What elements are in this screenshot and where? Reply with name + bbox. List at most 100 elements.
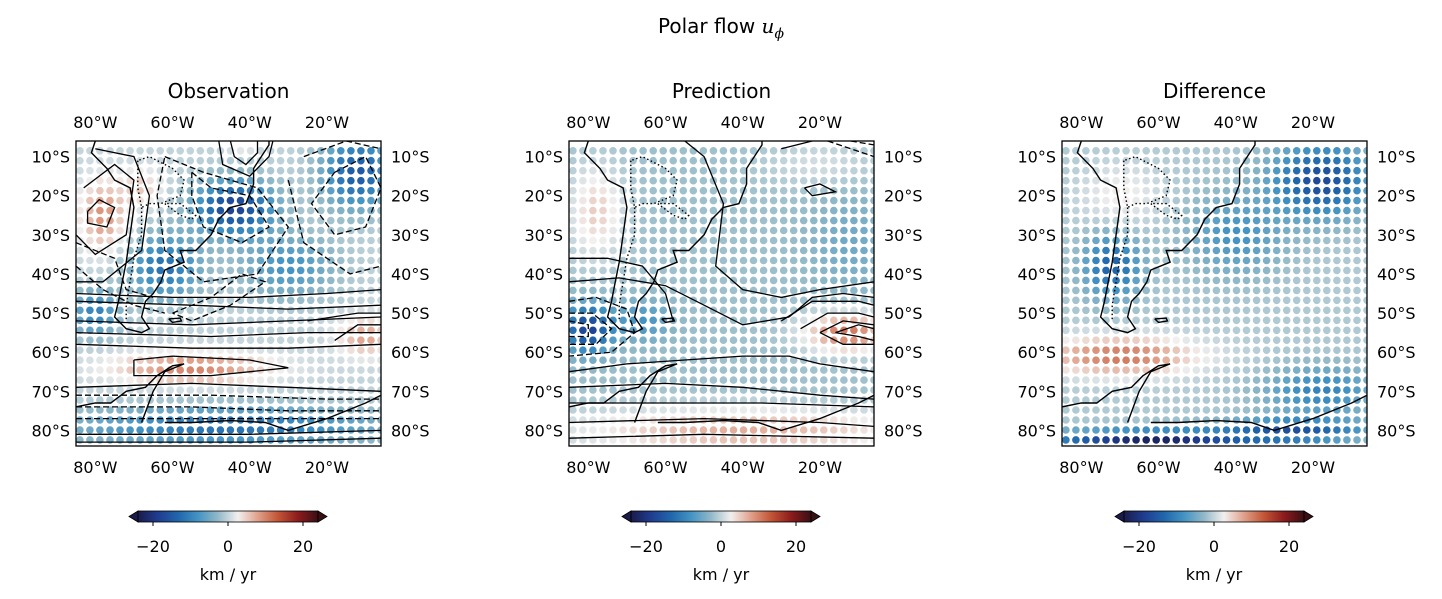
- data-point: [226, 406, 235, 414]
- data-point: [1202, 147, 1211, 155]
- data-point: [1242, 366, 1251, 374]
- contour-line: [569, 433, 874, 439]
- data-point: [1132, 336, 1140, 345]
- y-tick-label: 70°S: [1377, 382, 1416, 401]
- data-point: [1262, 196, 1271, 205]
- data-point: [337, 356, 345, 365]
- data-point: [1142, 436, 1150, 444]
- data-point: [306, 406, 315, 414]
- data-point: [649, 206, 657, 215]
- data-point: [86, 346, 94, 355]
- colorbar-extend-max: [1303, 510, 1314, 523]
- data-point: [1282, 296, 1291, 305]
- data-point: [779, 266, 788, 275]
- data-point: [860, 376, 868, 384]
- data-point: [1323, 186, 1331, 195]
- data-point: [126, 396, 134, 404]
- data-point: [1333, 416, 1341, 424]
- data-point: [850, 147, 858, 155]
- data-point: [156, 316, 164, 325]
- data-point: [629, 156, 637, 165]
- data-point: [1343, 196, 1351, 205]
- data-point: [1062, 376, 1070, 384]
- data-point: [669, 186, 677, 195]
- data-point: [1212, 246, 1221, 255]
- data-point: [1232, 366, 1241, 374]
- data-point: [1313, 386, 1321, 394]
- data-point: [1272, 246, 1281, 255]
- y-tick-label: 50°S: [884, 304, 923, 323]
- data-point: [870, 256, 874, 265]
- data-point: [76, 306, 84, 315]
- data-point: [1222, 316, 1231, 325]
- data-point: [357, 206, 365, 215]
- data-point: [699, 236, 708, 245]
- data-point: [1282, 386, 1291, 394]
- data-point: [357, 216, 365, 225]
- data-point: [1272, 276, 1281, 285]
- data-point: [810, 406, 818, 414]
- data-point: [327, 286, 335, 295]
- data-point: [739, 196, 748, 205]
- data-point: [1313, 186, 1321, 195]
- y-tick-label: 60°S: [1377, 343, 1416, 362]
- data-point: [1112, 286, 1120, 295]
- data-point: [619, 176, 627, 185]
- data-point: [246, 256, 255, 265]
- data-point: [296, 186, 305, 195]
- data-point: [76, 256, 84, 265]
- data-point: [759, 286, 768, 295]
- data-point: [186, 226, 195, 235]
- contour-line: [569, 355, 874, 373]
- data-point: [1222, 206, 1231, 215]
- data-point: [840, 356, 848, 365]
- data-point: [1323, 266, 1331, 275]
- data-point: [1353, 316, 1361, 325]
- data-point: [236, 286, 245, 295]
- data-point: [156, 266, 164, 275]
- data-point: [749, 396, 758, 404]
- data-point: [1353, 326, 1361, 335]
- data-point: [629, 216, 637, 225]
- data-point: [719, 306, 728, 315]
- data-point: [1313, 196, 1321, 205]
- data-point: [317, 206, 325, 215]
- data-point: [599, 376, 607, 384]
- data-point: [1333, 246, 1341, 255]
- data-point: [679, 196, 688, 205]
- data-point: [1343, 256, 1351, 265]
- data-point: [649, 316, 657, 325]
- data-point: [236, 196, 245, 205]
- data-point: [377, 286, 381, 295]
- data-point: [1262, 226, 1271, 235]
- data-point: [1192, 356, 1201, 365]
- y-tick-label: 50°S: [391, 304, 430, 323]
- data-point: [1252, 426, 1261, 434]
- data-point: [296, 356, 305, 365]
- data-point: [327, 236, 335, 245]
- data-point: [357, 186, 365, 195]
- panel-difference: Difference80°W80°W60°W60°W40°W40°W20°W20…: [1017, 79, 1415, 584]
- data-point: [599, 436, 607, 444]
- data-point: [266, 346, 275, 355]
- data-point: [579, 316, 587, 325]
- data-point: [1282, 286, 1291, 295]
- x-tick-label: 40°W: [228, 113, 272, 132]
- data-point: [166, 326, 174, 335]
- data-point: [1313, 396, 1321, 404]
- data-point: [870, 206, 874, 215]
- data-point: [1062, 316, 1070, 325]
- data-point: [789, 316, 798, 325]
- data-point: [246, 326, 255, 335]
- data-point: [870, 416, 874, 424]
- data-point: [286, 286, 295, 295]
- data-point: [1303, 396, 1311, 404]
- data-point: [1282, 216, 1291, 225]
- data-point: [1313, 276, 1321, 285]
- data-point: [860, 216, 868, 225]
- data-point: [850, 426, 858, 434]
- data-point: [850, 216, 858, 225]
- data-point: [1212, 186, 1221, 195]
- data-point: [679, 346, 688, 355]
- x-tick-label: 40°W: [721, 113, 765, 132]
